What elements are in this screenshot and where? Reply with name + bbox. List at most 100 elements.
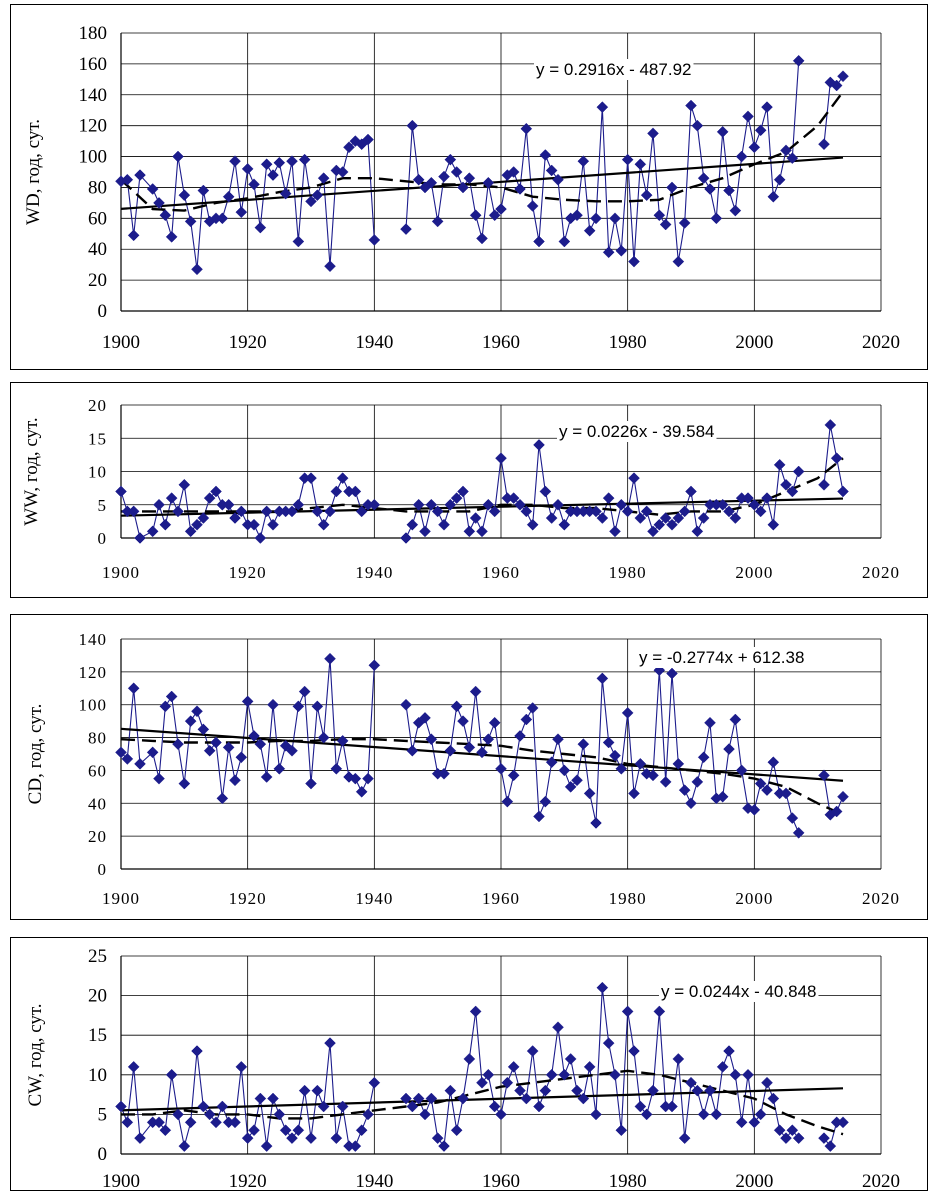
data-point — [121, 173, 134, 186]
data-point — [235, 206, 248, 219]
data-point — [488, 505, 501, 518]
data-point — [602, 736, 615, 749]
data-point — [191, 263, 203, 276]
data-point — [830, 79, 843, 92]
data-point — [792, 1132, 805, 1145]
data-point — [229, 512, 241, 524]
data-point — [165, 231, 178, 243]
data-point — [672, 1053, 685, 1065]
data-point — [412, 498, 425, 511]
data-point — [495, 762, 507, 775]
y-tick-label: 15 — [88, 429, 107, 448]
data-point — [628, 255, 640, 268]
data-point — [666, 181, 678, 194]
data-point — [235, 751, 248, 764]
data-point — [754, 505, 767, 518]
data-point — [248, 1124, 260, 1137]
data-point — [697, 1108, 710, 1121]
data-point — [311, 700, 324, 713]
data-point — [362, 772, 374, 785]
data-point — [571, 209, 583, 222]
data-point — [241, 163, 254, 175]
data-point — [355, 1124, 368, 1137]
data-point — [203, 492, 216, 504]
data-point — [672, 512, 685, 524]
data-point — [837, 1116, 849, 1129]
data-point — [609, 1068, 621, 1081]
data-point — [286, 505, 298, 518]
data-point — [267, 698, 279, 711]
data-point — [248, 178, 260, 191]
y-axis-label: CD, год, сут. — [25, 704, 46, 805]
data-point — [222, 741, 235, 754]
data-point — [444, 744, 457, 757]
data-point — [685, 1076, 697, 1089]
x-tick-label: 2020 — [862, 1171, 900, 1192]
data-point — [336, 735, 349, 747]
data-point — [438, 1140, 450, 1152]
data-point — [457, 181, 469, 194]
data-point — [609, 212, 621, 225]
smoothed-curve — [120, 738, 844, 816]
trend-line — [120, 156, 844, 210]
data-point — [286, 155, 298, 168]
gridlines — [120, 638, 882, 870]
data-point — [260, 1140, 273, 1152]
data-point — [336, 472, 349, 485]
data-point — [723, 743, 735, 755]
data-point — [292, 700, 305, 713]
data-point — [666, 667, 678, 680]
data-point — [286, 744, 298, 757]
data-point — [267, 1092, 279, 1105]
data-point — [780, 144, 792, 157]
data-point — [210, 1116, 222, 1129]
data-point — [742, 492, 754, 504]
data-point — [767, 518, 780, 531]
data-point — [248, 518, 260, 531]
data-point — [203, 1108, 216, 1121]
y-tick-label: 20 — [88, 986, 107, 1007]
data-point — [761, 101, 773, 113]
data-point — [216, 792, 229, 805]
data-point — [526, 518, 539, 531]
data-point — [317, 731, 330, 744]
data-point — [539, 485, 552, 498]
data-point — [710, 212, 723, 225]
y-axis-label: WW, год, сут. — [21, 417, 42, 525]
data-point — [488, 716, 501, 729]
data-point — [229, 155, 241, 168]
data-point — [482, 498, 495, 511]
data-point — [596, 101, 609, 113]
data-point — [121, 1116, 134, 1129]
data-point — [685, 485, 697, 498]
data-point — [362, 133, 374, 146]
data-point — [305, 777, 317, 790]
data-point — [577, 155, 590, 168]
data-point — [425, 733, 438, 746]
data-point — [545, 756, 558, 769]
data-point — [178, 478, 191, 491]
data-point — [450, 492, 463, 504]
data-point — [583, 1061, 596, 1073]
data-point — [400, 532, 412, 544]
data-point — [590, 505, 602, 518]
x-tick-label: 1920 — [229, 1171, 267, 1192]
x-tick-label: 1920 — [229, 563, 267, 582]
data-point — [564, 781, 577, 793]
data-point — [514, 183, 526, 195]
data-point — [400, 223, 412, 235]
data-point — [710, 1108, 723, 1121]
data-point — [191, 518, 203, 531]
data-point — [716, 498, 729, 511]
data-point — [761, 784, 773, 796]
data-point — [786, 485, 799, 498]
data-point — [184, 215, 197, 228]
data-point — [520, 122, 533, 135]
data-point — [260, 771, 273, 783]
panel-wd: 0 20 40 60 80 100 120 140 160 180 1900 1920 1940 1960… — [10, 4, 928, 370]
data-point — [818, 478, 830, 491]
data-point — [317, 172, 330, 185]
data-point — [184, 715, 197, 727]
data-point — [590, 1108, 602, 1121]
data-point — [134, 758, 146, 770]
